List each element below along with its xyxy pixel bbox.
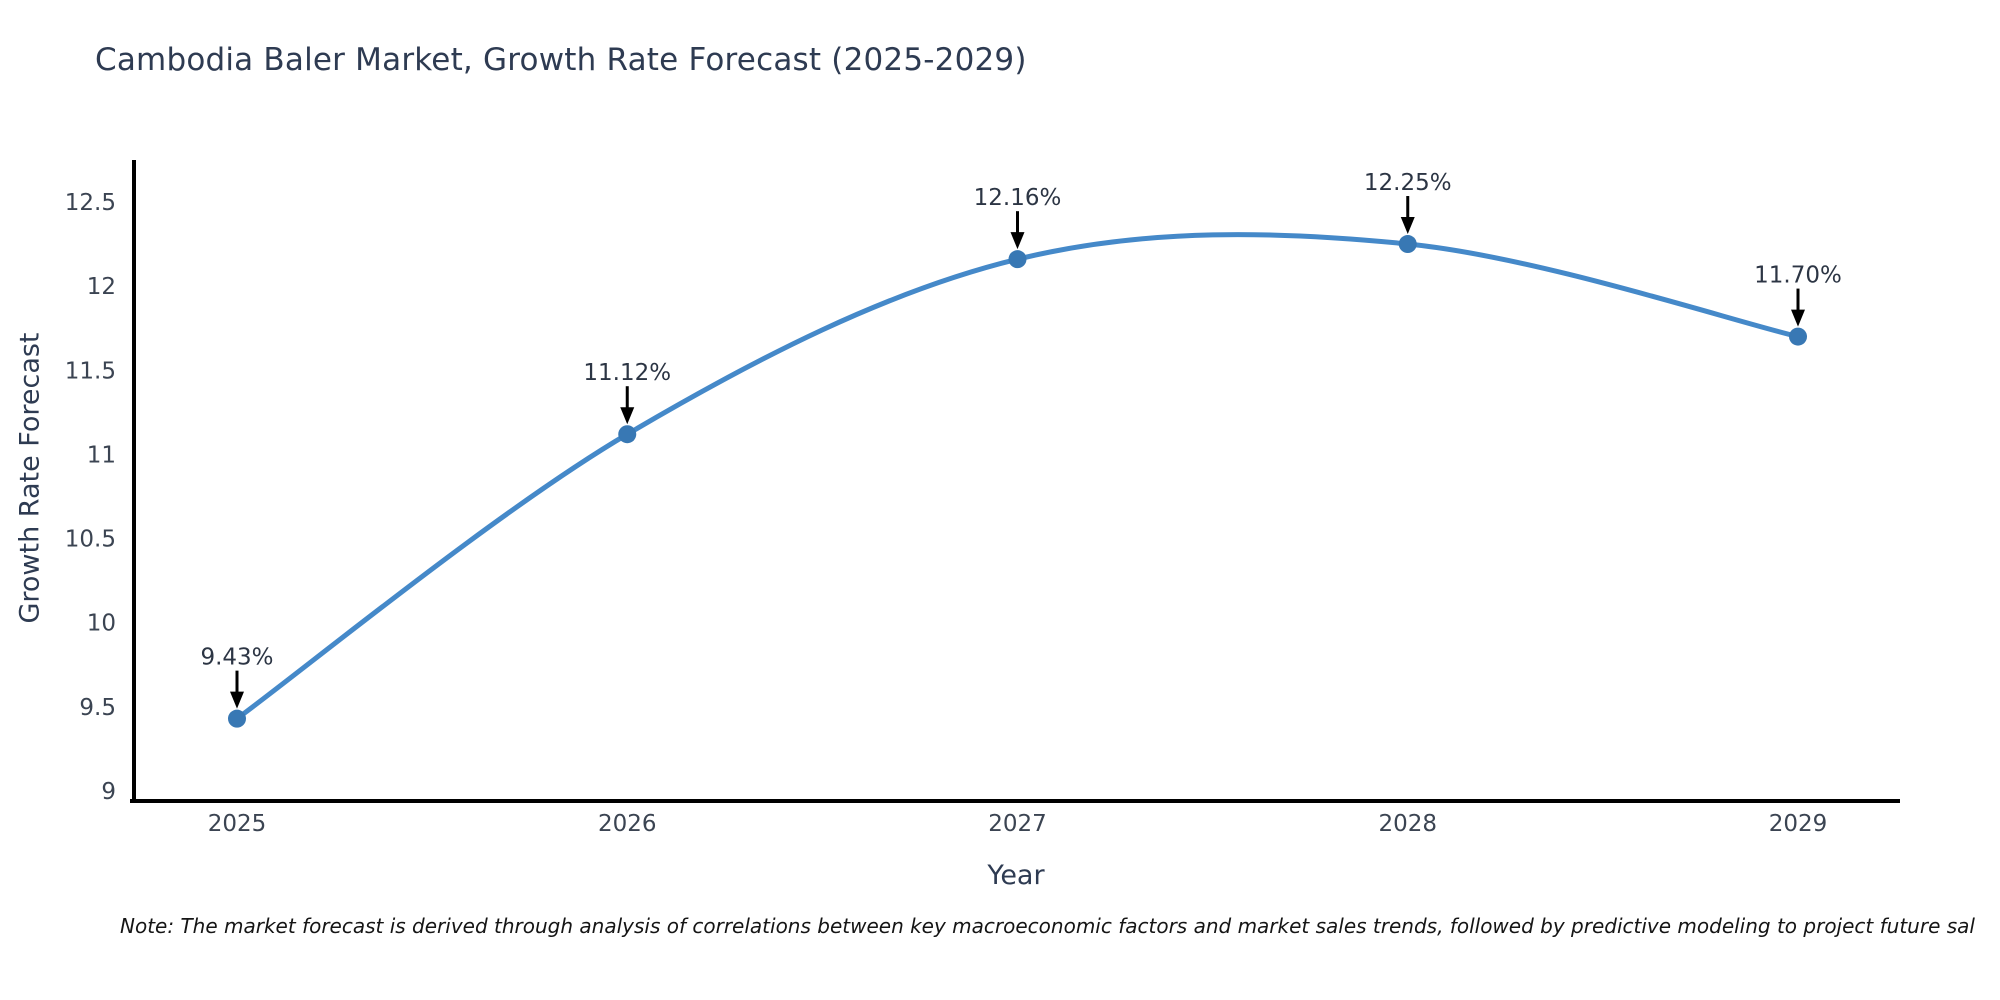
chart-title: Cambodia Baler Market, Growth Rate Forec…: [95, 42, 1027, 78]
annotation-arrowhead: [230, 691, 244, 709]
y-tick-label: 12: [87, 274, 116, 300]
x-tick-label: 2029: [1769, 811, 1828, 837]
x-tick-label: 2028: [1378, 811, 1437, 837]
y-tick-label: 10.5: [65, 527, 116, 553]
x-tick-label: 2025: [208, 811, 267, 837]
annotation-label: 9.43%: [200, 645, 273, 671]
annotation-label: 11.70%: [1754, 263, 1842, 289]
data-point-marker: [1398, 235, 1417, 254]
y-tick-label: 9: [101, 779, 116, 805]
x-axis-spine: [130, 799, 1900, 803]
annotation-arrowhead: [1400, 217, 1415, 235]
y-tick-label: 10: [87, 611, 116, 637]
x-tick-label: 2027: [988, 811, 1047, 837]
data-point-marker: [228, 709, 246, 728]
y-tick-label: 12.5: [65, 190, 116, 216]
annotation-arrowhead: [620, 407, 635, 425]
data-point-marker: [618, 425, 637, 444]
annotation-label: 12.16%: [974, 185, 1062, 211]
y-tick-label: 11: [87, 442, 116, 468]
data-point-marker: [1789, 327, 1807, 346]
x-tick-label: 2026: [598, 811, 657, 837]
annotation-label: 12.25%: [1364, 170, 1452, 196]
annotation-arrowhead: [1791, 309, 1805, 327]
series-line: [234, 232, 1801, 722]
y-tick-label: 9.5: [79, 695, 116, 721]
annotation-arrowhead: [1010, 232, 1025, 250]
annotation-label: 11.12%: [583, 360, 671, 386]
footnote: Note: The market forecast is derived thr…: [120, 914, 1975, 938]
y-axis-spine: [132, 160, 136, 803]
y-tick-label: 11.5: [65, 358, 116, 384]
data-point-marker: [1008, 250, 1027, 269]
x-axis-title: Year: [987, 860, 1045, 891]
